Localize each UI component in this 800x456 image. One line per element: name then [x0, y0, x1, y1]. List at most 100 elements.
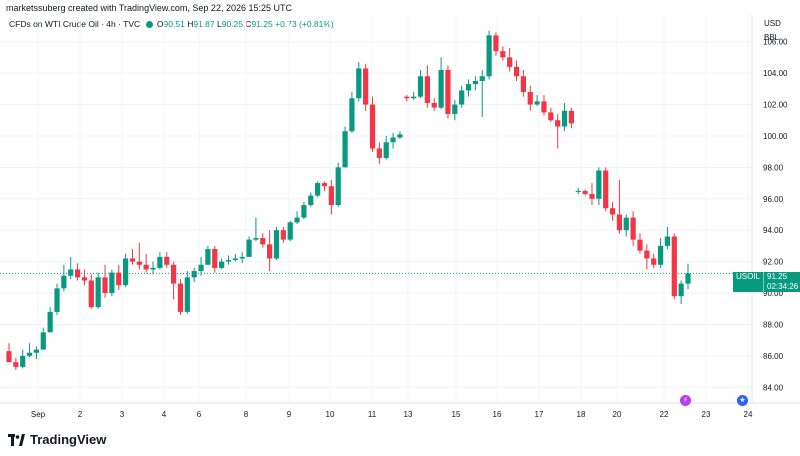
time-tick-label: 3 [120, 410, 125, 419]
time-tick-label: 15 [452, 410, 461, 419]
candle-body [294, 217, 300, 223]
candle [561, 102, 568, 132]
candle [520, 69, 526, 97]
tradingview-brand[interactable]: TradingView [8, 432, 106, 447]
open-label: O [156, 19, 164, 29]
candle [321, 181, 328, 191]
low-label: L [216, 19, 222, 29]
candle-body [20, 355, 26, 367]
candle [589, 183, 595, 206]
candle [157, 252, 163, 270]
candle [308, 192, 314, 207]
candle-body [555, 120, 561, 127]
candle [61, 264, 67, 292]
candles [6, 30, 691, 371]
candle-body [116, 272, 122, 286]
brand-name: TradingView [30, 432, 107, 447]
candle [40, 327, 46, 350]
candle [205, 245, 211, 265]
candle-body [623, 217, 629, 231]
candle-body [459, 90, 465, 105]
candle-body [205, 249, 211, 265]
price-tick-label: 98.00 [763, 163, 784, 172]
candle [287, 220, 293, 242]
candle [239, 252, 245, 264]
candle [232, 253, 238, 262]
price-scale[interactable]: 84.00 86.00 88.00 90.00 92.00 94.00 96.00 98.00… [763, 38, 788, 393]
earnings-event-icon[interactable]: ⚡ [680, 395, 691, 406]
candle-body [568, 110, 575, 124]
candle [548, 107, 554, 122]
close-label: C [245, 19, 252, 29]
candle-body [472, 80, 478, 85]
price-tick-label: 88.00 [763, 320, 784, 329]
candle-body [164, 256, 170, 265]
candle [493, 32, 499, 56]
candle [390, 132, 396, 149]
candle [472, 76, 478, 91]
candle [555, 113, 561, 149]
tradingview-logo-icon [8, 433, 25, 446]
candle [184, 271, 190, 314]
candle [177, 278, 184, 316]
time-tick-label: 8 [244, 410, 249, 419]
candle-body [321, 183, 328, 187]
candle [465, 79, 472, 97]
candle [315, 181, 321, 198]
time-tick-label: 11 [368, 410, 377, 419]
candle [129, 249, 136, 265]
time-tick-label: 23 [702, 410, 711, 419]
candle [301, 201, 307, 220]
candle-body [465, 84, 472, 91]
candle-body [411, 96, 417, 99]
price-tick-label: 86.00 [763, 352, 784, 361]
candle [212, 245, 218, 273]
price-tick-label: 96.00 [763, 195, 784, 204]
price-label-value: 91.25 [767, 272, 788, 281]
candle-body [184, 277, 190, 312]
chart-grid [0, 15, 752, 403]
candle-body [383, 142, 389, 158]
time-tick-label: 18 [577, 410, 586, 419]
time-tick-label: 16 [493, 410, 502, 419]
symbol-title[interactable]: CFDs on WTI Crude Oil · 4h · TVC [9, 19, 141, 29]
time-scale[interactable]: Sep 2 3 4 6 8 9 10 11 13 15 16 17 18 20 22 23 24 [31, 410, 753, 419]
candle [657, 238, 664, 268]
unit-label[interactable]: BBL [764, 33, 780, 42]
candle-body [507, 57, 513, 67]
candle-body [225, 260, 232, 262]
candle [198, 256, 204, 276]
candle [6, 343, 12, 363]
candle-body [143, 264, 149, 270]
candle [404, 95, 410, 102]
candle-body [13, 362, 19, 367]
candle-body [541, 101, 547, 113]
candle [13, 357, 19, 371]
us-flag-event-icon[interactable]: ★ [737, 395, 748, 406]
candle-body [479, 76, 485, 81]
candle-body [671, 236, 677, 297]
candle [459, 85, 465, 108]
candle [486, 30, 492, 80]
currency-label[interactable]: USD [764, 19, 781, 28]
candle [20, 349, 26, 369]
candle-body [212, 249, 218, 268]
candle [225, 255, 232, 265]
candle-body [589, 194, 595, 199]
candle [500, 46, 506, 61]
candle [335, 162, 341, 207]
candle [246, 236, 252, 257]
candle-body [328, 186, 334, 206]
candle-body [308, 195, 314, 206]
time-tick-label: 10 [326, 410, 335, 419]
candle [33, 346, 40, 360]
candle [273, 227, 280, 261]
candle [54, 283, 60, 316]
candle-body [102, 277, 108, 294]
price-tick-label: 102.00 [763, 101, 788, 110]
candle-body [219, 261, 225, 268]
time-tick-label: 17 [535, 410, 544, 419]
candle [513, 60, 520, 81]
candle-body [356, 68, 362, 99]
